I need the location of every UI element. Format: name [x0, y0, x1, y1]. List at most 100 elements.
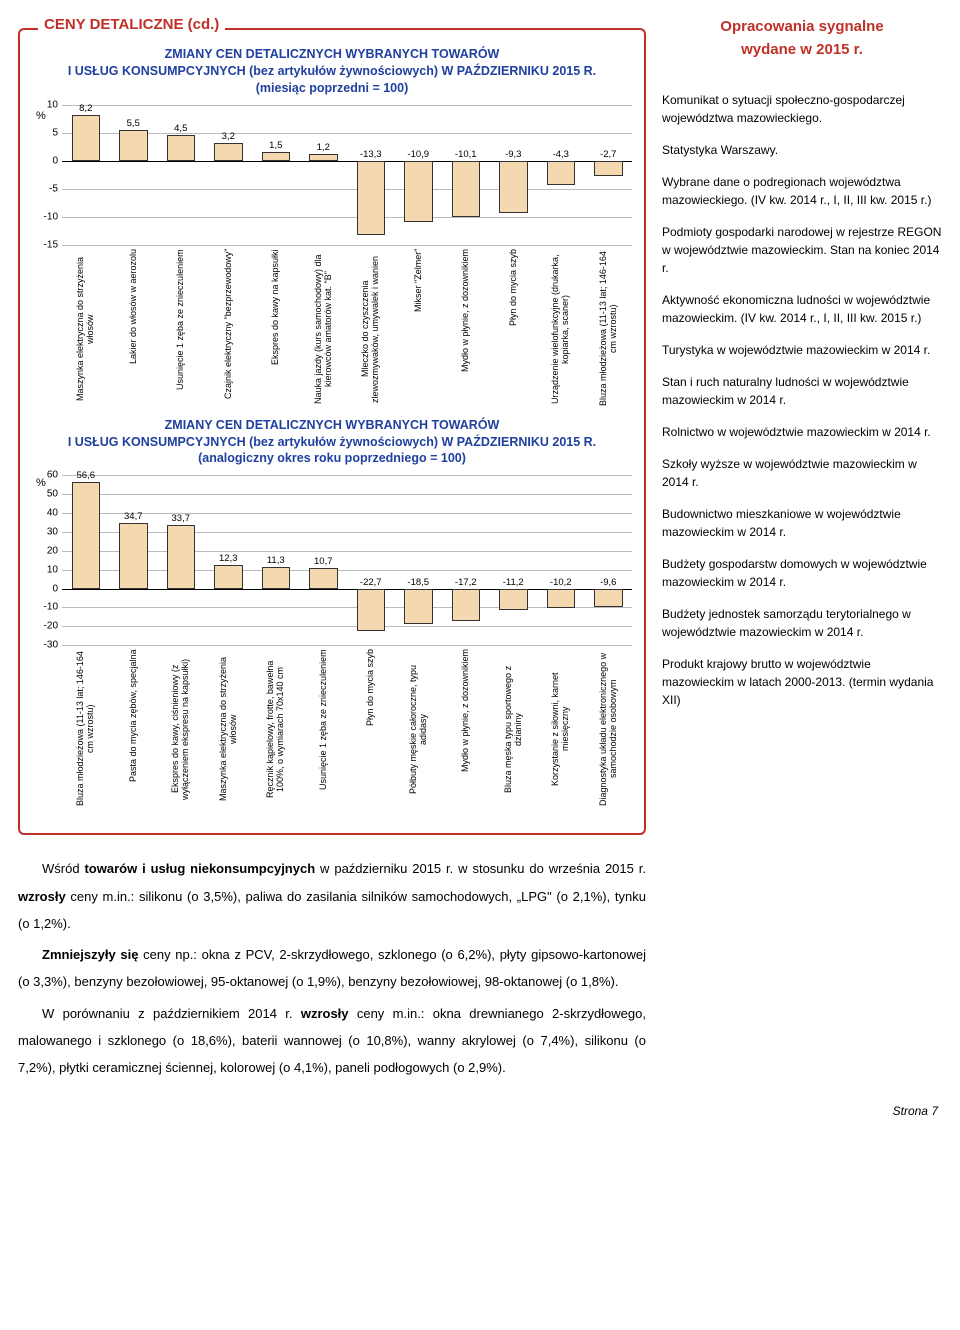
chart1-xlabels: Maszynka elektryczna do strzyżenia włosó… [62, 249, 632, 409]
x-label: Mleczko do czyszczenia zlewozmywaków, um… [347, 249, 395, 409]
page-footer: Strona 7 [0, 1098, 960, 1132]
x-label: Korzystanie z siłowni, karnet miesięczny [537, 649, 585, 809]
y-tick-label: -10 [32, 211, 58, 222]
main-box: CENY DETALICZNE (cd.) ZMIANY CEN DETALIC… [18, 28, 646, 835]
bars: 56,634,733,712,311,310,7-22,7-18,5-17,2-… [62, 475, 632, 645]
chart2-title-l2: I USŁUG KONSUMPCYJNYCH (bez artykułów ży… [68, 435, 596, 449]
chart-bar [357, 161, 386, 235]
chart1-wrap: %-15-10-505108,25,54,53,21,51,2-13,3-10,… [32, 105, 632, 409]
bar-col: 4,5 [157, 105, 205, 245]
x-label: Płyn do mycia szyb [490, 249, 538, 409]
right-list: Komunikat o sytuacji społeczno-gospodarc… [662, 91, 942, 709]
chart2-wrap: %-30-20-10010203040506056,634,733,712,31… [32, 475, 632, 809]
bar-value-label: 56,6 [62, 470, 110, 481]
bar-value-label: -22,7 [347, 577, 395, 588]
chart-bar [404, 161, 433, 222]
chart-bar [357, 589, 386, 632]
y-tick-label: 10 [32, 99, 58, 110]
chart-bar [594, 589, 623, 607]
x-label: Ekspres do kawy, ciśnieniowy (z wyłączen… [157, 649, 205, 809]
x-label: Lakier do włosów w aerozolu [110, 249, 158, 409]
x-label: Płyn do mycia szyb [347, 649, 395, 809]
bar-value-label: -11,2 [490, 577, 538, 588]
chart-bar [119, 130, 148, 161]
x-label: Usunięcie 1 zęba ze znieczuleniem [157, 249, 205, 409]
chart-bar [594, 161, 623, 176]
right-list-item: Komunikat o sytuacji społeczno-gospodarc… [662, 91, 942, 127]
chart-bar [214, 143, 243, 161]
chart-bar [309, 154, 338, 161]
chart-bar [452, 161, 481, 218]
bar-value-label: 33,7 [157, 513, 205, 524]
x-label: Mydło w płynie, z dozownikiem [442, 649, 490, 809]
x-label: Diagnostyka układu elektronicznego w sam… [585, 649, 633, 809]
chart2-title-l3: (analogiczny okres roku poprzedniego = 1… [198, 451, 466, 465]
chart-bar [499, 161, 528, 213]
y-tick-label: 10 [32, 564, 58, 575]
chart1: %-15-10-505108,25,54,53,21,51,2-13,3-10,… [62, 105, 632, 245]
chart-bar [214, 565, 243, 588]
bar-value-label: -9,6 [585, 577, 633, 588]
chart-bar [547, 589, 576, 608]
bar-value-label: -2,7 [585, 149, 633, 160]
y-tick-label: 5 [32, 127, 58, 138]
x-label: Czajnik elektryczny "bezprzewodowy" [205, 249, 253, 409]
x-label: Nauka jazdy (kurs samochodowy) dla kiero… [300, 249, 348, 409]
box-title-wrap: CENY DETALICZNE (cd.) [38, 16, 225, 33]
y-tick-label: -10 [32, 602, 58, 613]
x-label: Mikser "Zelmer" [395, 249, 443, 409]
y-tick-label: -15 [32, 239, 58, 250]
box-title: CENY DETALICZNE (cd.) [44, 16, 219, 33]
chart2-title: ZMIANY CEN DETALICZNYCH WYBRANYCH TOWARÓ… [32, 417, 632, 468]
bar-value-label: -17,2 [442, 577, 490, 588]
bar-col: -2,7 [585, 105, 633, 245]
bar-value-label: -13,3 [347, 149, 395, 160]
bar-value-label: 10,7 [300, 556, 348, 567]
bar-value-label: -9,3 [490, 149, 538, 160]
right-column: Opracowania sygnalne wydane w 2015 r. Ko… [662, 12, 942, 1086]
bar-value-label: 12,3 [205, 553, 253, 564]
right-list-item: Rolnictwo w województwie mazowieckim w 2… [662, 423, 942, 441]
x-label: Ekspres do kawy na kapsułki [252, 249, 300, 409]
bar-value-label: 3,2 [205, 131, 253, 142]
body-p2: Zmniejszyły się ceny np.: okna z PCV, 2-… [18, 941, 646, 996]
chart-bar [167, 135, 196, 160]
chart-bar [499, 589, 528, 610]
gridline [62, 245, 632, 246]
y-tick-label: 60 [32, 470, 58, 481]
chart-bar [262, 567, 291, 588]
bar-col: 1,5 [252, 105, 300, 245]
chart-bar [72, 482, 101, 589]
x-label: Pasta do mycia zębów, specjalna [110, 649, 158, 809]
bar-col: 1,2 [300, 105, 348, 245]
bar-value-label: 8,2 [62, 103, 110, 114]
x-label: Maszynka elektryczna do strzyżenia włosó… [205, 649, 253, 809]
chart1-title: ZMIANY CEN DETALICZNYCH WYBRANYCH TOWARÓ… [32, 46, 632, 97]
x-label: Bluza młodzieżowa (11-13 lat; 146-164 cm… [62, 649, 110, 809]
chart2: %-30-20-10010203040506056,634,733,712,31… [62, 475, 632, 645]
chart1-title-l2: I USŁUG KONSUMPCYJNYCH (bez artykułów ży… [68, 64, 596, 78]
bar-col: -10,9 [395, 105, 443, 245]
body-p3: W porównaniu z październikiem 2014 r. wz… [18, 1000, 646, 1082]
bar-col: 8,2 [62, 105, 110, 245]
y-tick-label: 50 [32, 489, 58, 500]
right-list-item: Szkoły wyższe w województwie mazowieckim… [662, 455, 942, 491]
chart-bar [452, 589, 481, 621]
x-label: Bluza młodzieżowa (11-13 lat; 146-164 cm… [585, 249, 633, 409]
bar-col: -9,6 [585, 475, 633, 645]
bar-col: 3,2 [205, 105, 253, 245]
chart-bar [119, 523, 148, 589]
y-tick-label: -30 [32, 640, 58, 651]
x-label: Mydło w płynie, z dozownikiem [442, 249, 490, 409]
chart-bar [547, 161, 576, 185]
chart-bar [262, 152, 291, 160]
chart1-title-l1: ZMIANY CEN DETALICZNYCH WYBRANYCH TOWARÓ… [165, 47, 500, 61]
right-list-item: Aktywność ekonomiczna ludności w wojewód… [662, 291, 942, 327]
bar-col: -13,3 [347, 105, 395, 245]
chart-bar [72, 115, 101, 161]
x-label: Maszynka elektryczna do strzyżenia włosó… [62, 249, 110, 409]
right-list-item: Statystyka Warszawy. [662, 141, 942, 159]
bar-col: -10,2 [537, 475, 585, 645]
pct-sign: % [36, 110, 46, 122]
right-list-item: Wybrane dane o podregionach województwa … [662, 173, 942, 209]
